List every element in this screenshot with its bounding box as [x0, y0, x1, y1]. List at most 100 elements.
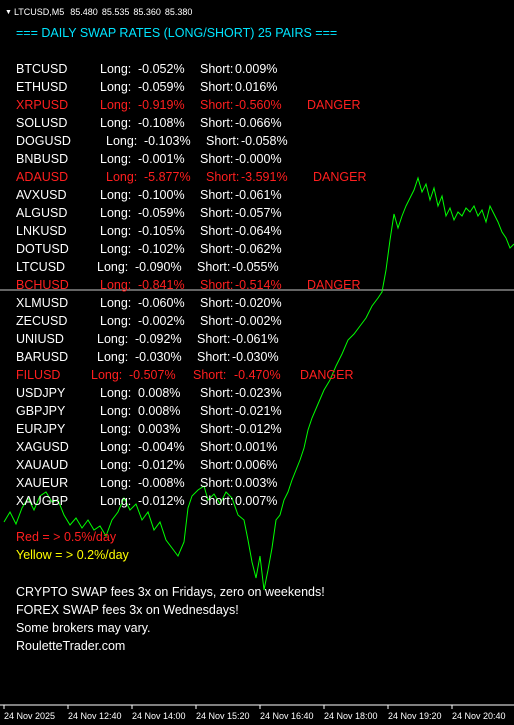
long-label: Long:	[100, 386, 132, 400]
long-label: Long:	[106, 170, 138, 184]
long-label: Long:	[100, 278, 132, 292]
long-value: -0.002%	[138, 314, 185, 328]
long-label: Long:	[100, 80, 132, 94]
danger-flag: DANGER	[307, 278, 361, 292]
pair-symbol: DOTUSD	[16, 242, 69, 256]
long-value: -0.092%	[135, 332, 182, 346]
short-label: Short:	[200, 98, 234, 112]
panel-title: === DAILY SWAP RATES (LONG/SHORT) 25 PAI…	[16, 26, 338, 40]
short-value: -0.012%	[235, 422, 282, 436]
long-value: -0.059%	[138, 80, 185, 94]
collapse-triangle-icon[interactable]: ▼	[5, 8, 12, 16]
long-value: -0.004%	[138, 440, 185, 454]
short-value: -0.066%	[235, 116, 282, 130]
short-label: Short:	[193, 368, 227, 382]
note-brokers: Some brokers may vary.	[16, 621, 151, 635]
pair-symbol: LTCUSD	[16, 260, 66, 274]
short-label: Short:	[200, 62, 234, 76]
long-label: Long:	[100, 476, 132, 490]
x-tick-label: 24 Nov 18:00	[324, 711, 378, 721]
pair-symbol: XAGUSD	[16, 440, 69, 454]
pair-symbol: BCHUSD	[16, 278, 69, 292]
long-label: Long:	[100, 206, 132, 220]
long-label: Long:	[100, 422, 132, 436]
x-tick-label: 24 Nov 16:40	[260, 711, 314, 721]
danger-flag: DANGER	[313, 170, 367, 184]
pair-symbol: ALGUSD	[16, 206, 68, 220]
short-label: Short:	[200, 224, 234, 238]
price-line	[3, 176, 514, 591]
pair-symbol: FILUSD	[16, 368, 61, 382]
short-label: Short:	[206, 134, 240, 148]
long-label: Long:	[100, 188, 132, 202]
short-value: -0.514%	[235, 278, 282, 292]
short-label: Short:	[200, 188, 234, 202]
pair-symbol: GBPJPY	[16, 404, 66, 418]
short-label: Short:	[200, 404, 234, 418]
long-value: -0.090%	[135, 260, 182, 274]
short-label: Short:	[200, 152, 234, 166]
pair-symbol: UNIUSD	[16, 332, 64, 346]
short-value: -0.030%	[232, 350, 279, 364]
long-label: Long:	[100, 116, 132, 130]
x-tick-label: 24 Nov 2025	[4, 711, 56, 721]
short-value: -0.023%	[235, 386, 282, 400]
long-value: -0.059%	[138, 206, 185, 220]
long-value: -0.841%	[138, 278, 185, 292]
short-value: -0.064%	[235, 224, 282, 238]
pair-symbol: XAUGBP	[16, 494, 69, 508]
x-tick-label: 24 Nov 15:20	[196, 711, 250, 721]
short-label: Short:	[197, 260, 231, 274]
pair-symbol: SOLUSD	[16, 116, 68, 130]
long-value: -0.012%	[138, 458, 185, 472]
short-value: 0.003%	[235, 476, 278, 490]
short-label: Short:	[200, 440, 234, 454]
pair-symbol: USDJPY	[16, 386, 66, 400]
short-value: -0.002%	[235, 314, 282, 328]
x-tick-label: 24 Nov 20:40	[452, 711, 506, 721]
short-label: Short:	[200, 386, 234, 400]
long-label: Long:	[100, 224, 132, 238]
long-label: Long:	[91, 368, 123, 382]
quote-close: 85.380	[164, 7, 193, 17]
long-label: Long:	[100, 98, 132, 112]
long-value: -0.108%	[138, 116, 185, 130]
long-label: Long:	[100, 242, 132, 256]
long-value: -0.012%	[138, 494, 185, 508]
quote-high: 85.535	[101, 7, 130, 17]
short-value: -0.020%	[235, 296, 282, 310]
short-value: -0.055%	[232, 260, 279, 274]
short-label: Short:	[200, 458, 234, 472]
pair-symbol: LNKUSD	[16, 224, 67, 238]
short-label: Short:	[206, 170, 240, 184]
quote-low: 85.360	[133, 7, 161, 17]
pair-symbol: EURJPY	[16, 422, 66, 436]
pair-symbol: XRPUSD	[16, 98, 69, 112]
long-value: -0.060%	[138, 296, 185, 310]
pair-symbol: XAUEUR	[16, 476, 69, 490]
short-value: 0.016%	[235, 80, 278, 94]
short-label: Short:	[197, 350, 231, 364]
short-value: -0.061%	[232, 332, 279, 346]
short-label: Short:	[197, 332, 231, 346]
long-value: -0.102%	[138, 242, 185, 256]
long-label: Long:	[100, 152, 132, 166]
long-label: Long:	[106, 134, 138, 148]
quote-open: 85.480	[70, 7, 98, 17]
long-value: -0.001%	[138, 152, 185, 166]
long-label: Long:	[97, 350, 129, 364]
short-label: Short:	[200, 296, 234, 310]
pair-symbol: AVXUSD	[16, 188, 67, 202]
long-value: -0.919%	[138, 98, 185, 112]
note-website[interactable]: RouletteTrader.com	[16, 639, 126, 653]
pair-symbol: DOGUSD	[16, 134, 71, 148]
long-label: Long:	[100, 314, 132, 328]
short-value: -0.061%	[235, 188, 282, 202]
pair-symbol: XLMUSD	[16, 296, 69, 310]
pair-symbol: XAUAUD	[16, 458, 69, 472]
long-label: Long:	[100, 296, 132, 310]
short-value: -0.062%	[235, 242, 282, 256]
pair-symbol: BTCUSD	[16, 62, 68, 76]
pair-symbol: BNBUSD	[16, 152, 69, 166]
